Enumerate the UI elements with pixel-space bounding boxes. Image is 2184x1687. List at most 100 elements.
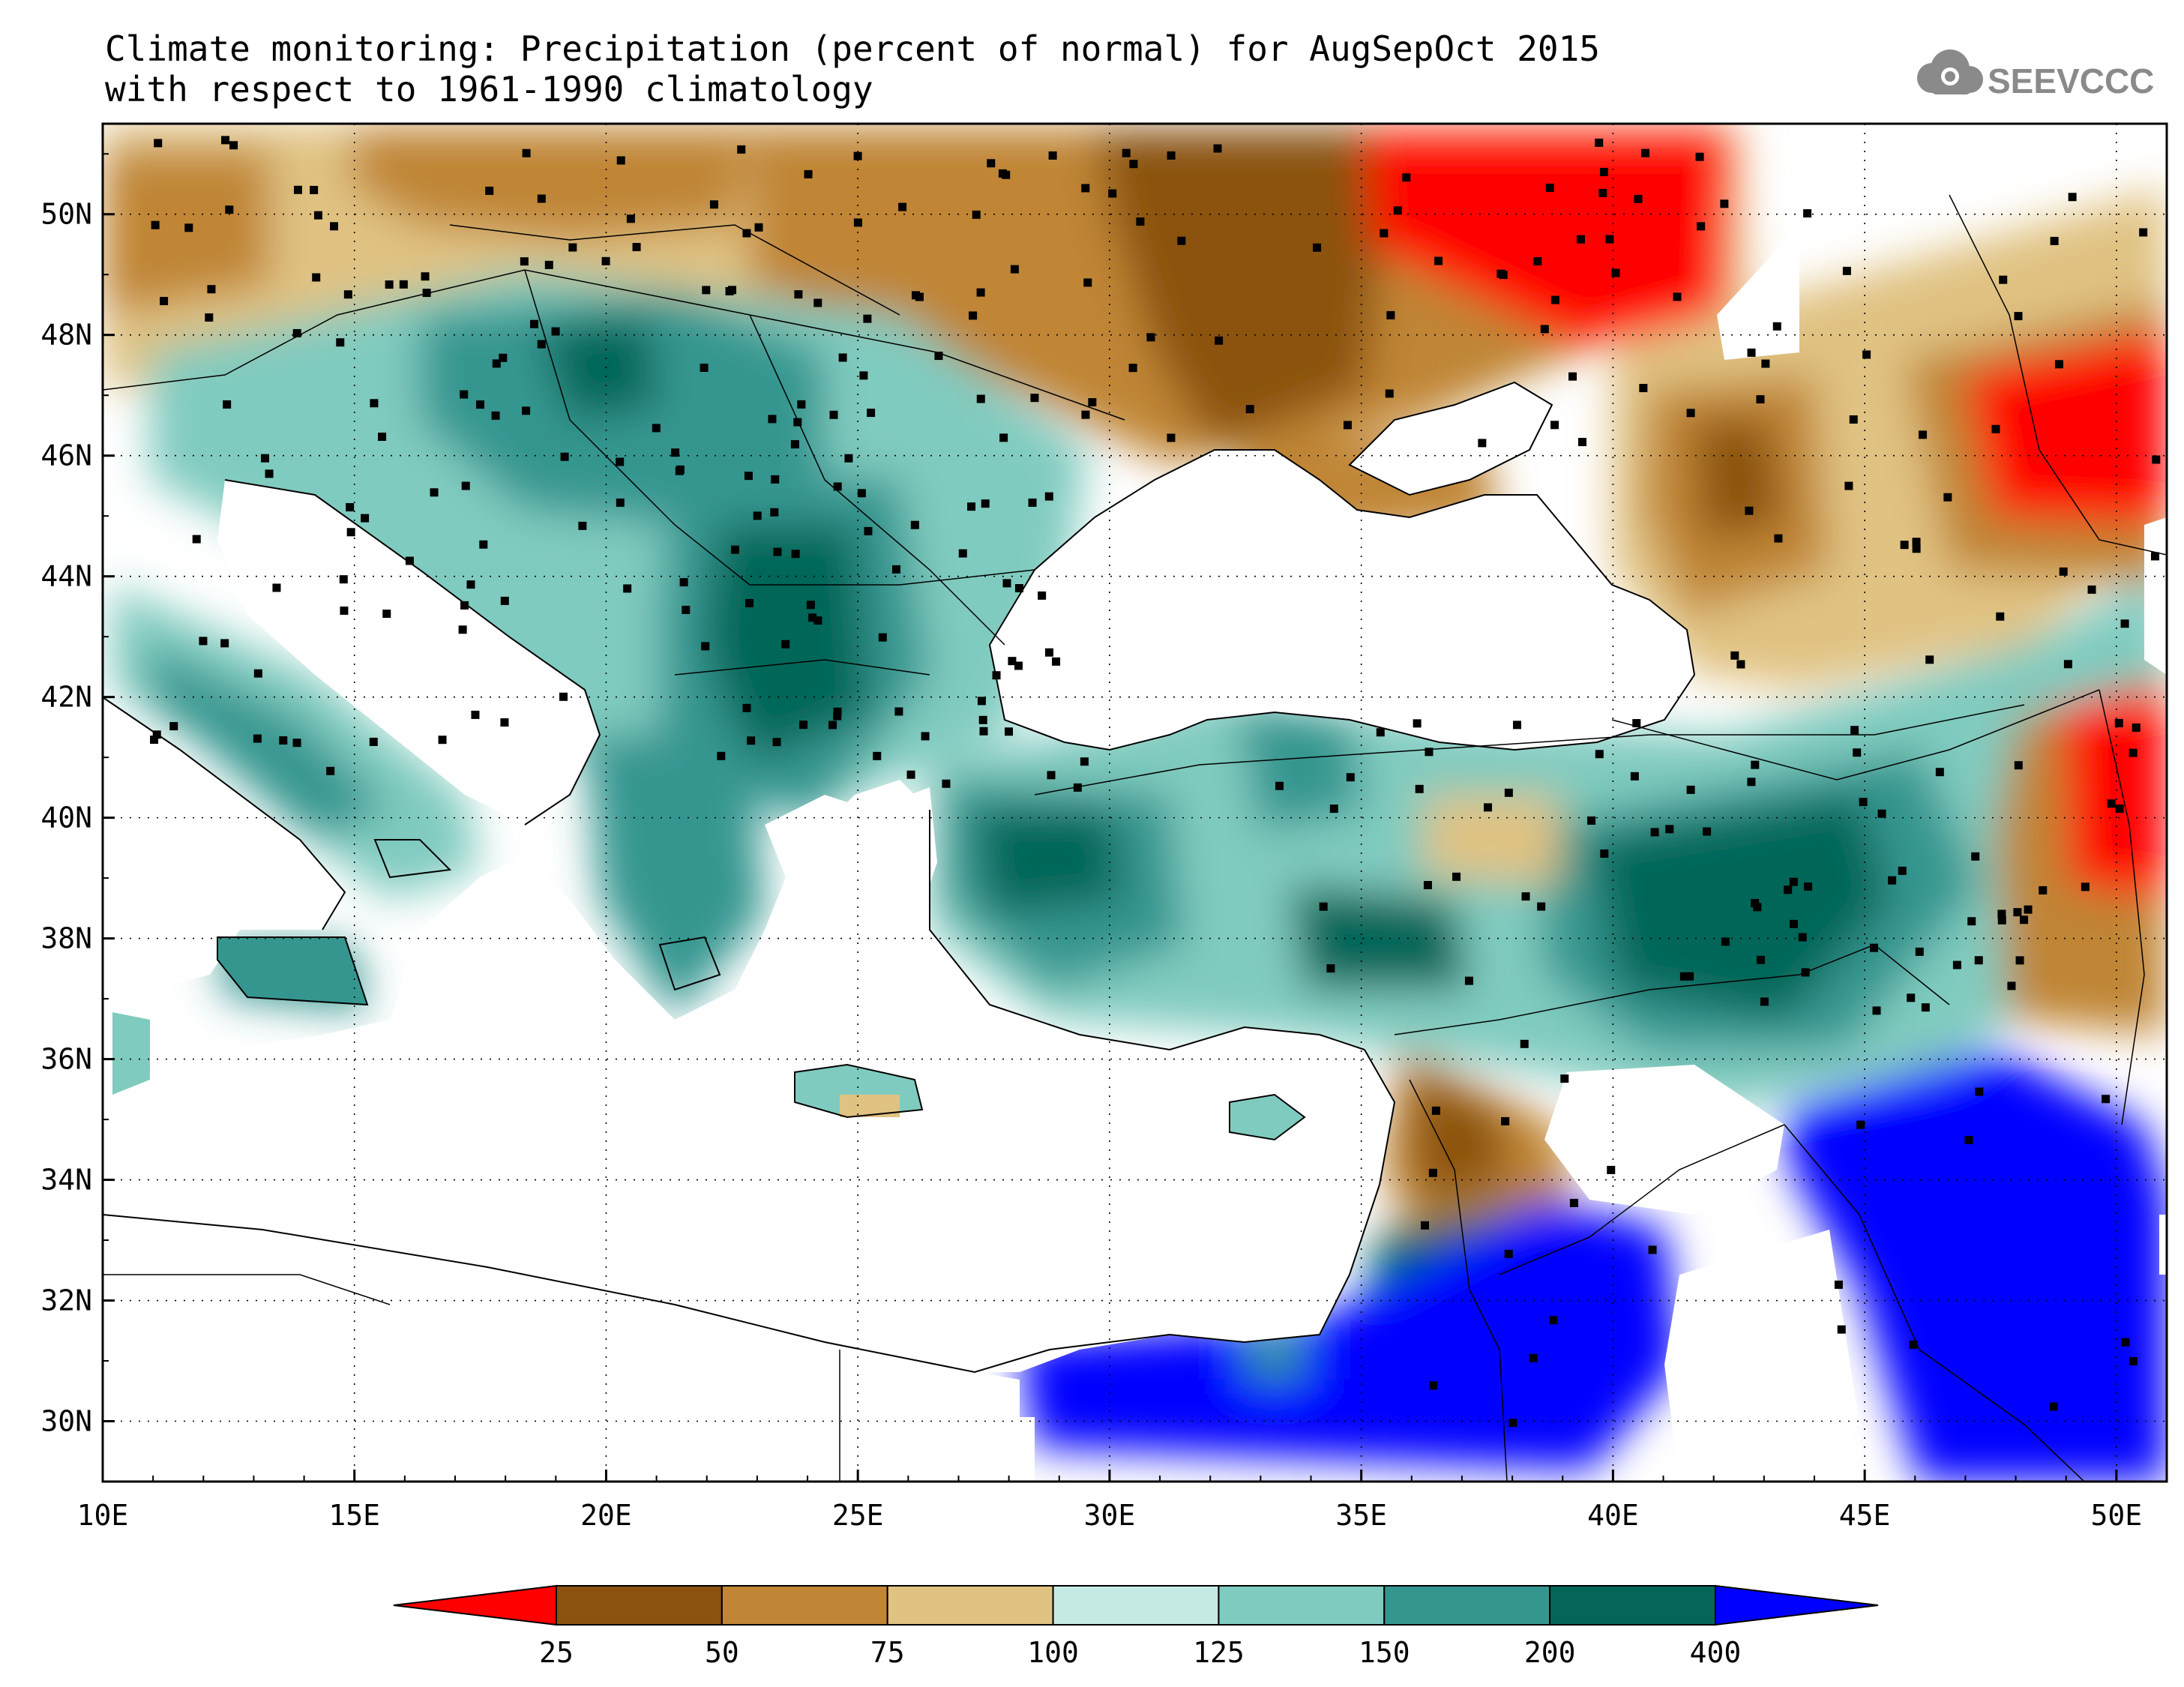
- station-marker: [981, 499, 990, 508]
- station-marker: [225, 205, 234, 214]
- station-marker: [844, 454, 853, 463]
- station-marker: [578, 521, 587, 530]
- station-marker: [1611, 268, 1620, 277]
- station-marker: [2007, 981, 2016, 990]
- station-marker: [339, 575, 348, 584]
- station-marker: [310, 185, 319, 194]
- station-marker: [2014, 761, 2023, 770]
- station-marker: [626, 214, 635, 223]
- station-marker: [1869, 943, 1878, 952]
- station-marker: [806, 601, 815, 610]
- lon-tick-label: 25E: [832, 1499, 884, 1532]
- station-marker: [1736, 660, 1745, 669]
- station-marker: [1853, 748, 1862, 757]
- station-marker: [537, 340, 546, 349]
- station-marker: [910, 520, 919, 529]
- station-marker: [773, 547, 782, 556]
- lat-axis: 30N 32N 34N 36N 38N 40N 42N 44N 46N 48N 50N: [40, 153, 115, 1482]
- station-marker: [1757, 955, 1766, 964]
- station-marker: [1550, 421, 1559, 430]
- station-marker: [1496, 269, 1505, 278]
- station-marker: [731, 545, 740, 554]
- station-marker: [405, 556, 414, 565]
- lat-tick-label: 38N: [40, 922, 92, 955]
- station-marker: [1560, 1074, 1569, 1083]
- station-marker: [1761, 359, 1770, 368]
- station-marker: [1686, 785, 1695, 794]
- station-marker: [942, 779, 951, 788]
- seevccc-logo: SEEVCCC: [1917, 49, 2154, 100]
- station-marker: [1967, 917, 1976, 926]
- station-marker: [265, 469, 274, 478]
- station-marker: [1136, 217, 1145, 226]
- station-marker: [1576, 235, 1585, 244]
- station-marker: [702, 286, 711, 295]
- station-marker: [220, 639, 229, 648]
- station-marker: [1478, 439, 1487, 448]
- station-marker: [1695, 152, 1704, 161]
- station-marker: [1850, 726, 1859, 735]
- station-marker: [1129, 160, 1138, 169]
- coastlines: [103, 381, 1696, 1374]
- station-marker: [747, 736, 756, 745]
- station-marker: [378, 433, 387, 442]
- station-marker: [522, 148, 531, 157]
- station-marker: [1697, 222, 1706, 231]
- station-marker: [1607, 1165, 1616, 1174]
- station-marker: [272, 583, 281, 592]
- station-marker: [1052, 657, 1061, 666]
- station-marker: [709, 200, 718, 209]
- station-marker: [878, 633, 887, 642]
- station-marker: [1595, 750, 1604, 759]
- station-marker: [700, 364, 709, 373]
- station-marker: [867, 409, 876, 418]
- station-marker: [221, 136, 230, 145]
- station-marker: [382, 610, 391, 619]
- station-marker: [1971, 852, 1980, 861]
- station-marker: [2120, 619, 2129, 628]
- station-marker: [2049, 1402, 2058, 1411]
- legend-swatch: [721, 1585, 888, 1626]
- station-marker: [1578, 438, 1587, 447]
- station-marker: [1014, 661, 1023, 670]
- station-marker: [1464, 976, 1473, 985]
- station-marker: [891, 565, 900, 574]
- legend-label: 125: [1193, 1636, 1245, 1669]
- legend-swatch: [1218, 1585, 1386, 1626]
- station-marker: [1665, 825, 1674, 834]
- station-marker: [1641, 148, 1650, 157]
- station-marker: [1508, 1419, 1517, 1428]
- station-marker: [1385, 389, 1394, 398]
- station-marker: [1912, 538, 1921, 547]
- station-marker: [1798, 933, 1807, 942]
- lat-tick-label: 30N: [40, 1405, 92, 1438]
- station-marker: [1521, 892, 1530, 901]
- station-marker: [1996, 612, 2005, 621]
- station-marker: [1028, 498, 1037, 507]
- station-marker: [679, 578, 688, 587]
- station-marker: [1907, 993, 1916, 1002]
- station-marker: [828, 721, 837, 730]
- station-marker: [833, 712, 842, 721]
- station-marker: [1599, 167, 1608, 176]
- station-marker: [2081, 882, 2090, 891]
- station-marker: [430, 488, 439, 497]
- station-marker: [676, 465, 685, 474]
- station-marker: [2121, 1338, 2130, 1347]
- station-marker: [1329, 805, 1338, 814]
- station-marker: [326, 766, 335, 775]
- station-marker: [253, 734, 262, 743]
- lat-tick-label: 32N: [40, 1284, 92, 1317]
- station-marker: [2087, 585, 2096, 594]
- station-marker: [967, 502, 976, 511]
- station-marker: [1751, 898, 1760, 907]
- cloud-icon: [1917, 49, 1983, 94]
- station-marker: [1747, 348, 1756, 357]
- station-marker: [999, 433, 1008, 442]
- station-marker: [1974, 956, 1983, 965]
- station-marker: [458, 625, 467, 634]
- station-marker: [1686, 409, 1695, 418]
- station-marker: [491, 411, 500, 420]
- station-marker: [906, 770, 915, 779]
- map-title-line2: with respect to 1961-1990 climatology: [105, 69, 873, 109]
